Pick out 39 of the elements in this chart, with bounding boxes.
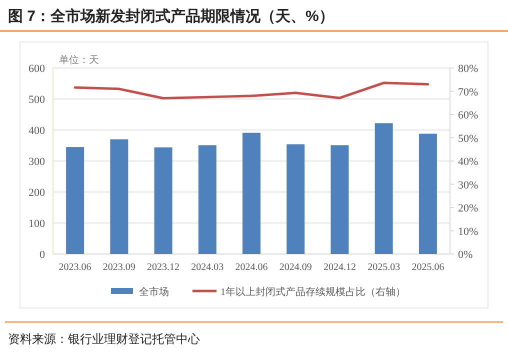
x-tick-label: 2023.09 <box>102 262 136 273</box>
legend-label: 1年以上封闭式产品存续规模占比（右轴） <box>220 286 406 298</box>
y2-tick-label: 60% <box>458 110 478 122</box>
bar <box>418 134 437 254</box>
y-tick-label: 500 <box>28 94 46 106</box>
y-tick-label: 200 <box>28 187 46 199</box>
y2-tick-label: 70% <box>458 86 478 98</box>
bar <box>110 139 128 254</box>
bar <box>286 144 305 254</box>
x-tick-label: 2024.06 <box>235 262 268 273</box>
bar <box>66 147 84 254</box>
text: 资料来源：银行业理财登记托管中心 <box>8 332 200 346</box>
bar <box>154 147 172 254</box>
y2-tick-label: 10% <box>458 226 478 238</box>
x-tick-label: 2023.06 <box>58 262 92 273</box>
y2-tick-label: 0% <box>458 249 473 261</box>
y-tick-label: 100 <box>28 218 46 230</box>
legend-label: 全市场 <box>139 286 169 298</box>
x-tick-label: 2025.03 <box>368 262 400 273</box>
bar <box>330 145 349 254</box>
y-tick-label: 400 <box>28 125 46 137</box>
x-tick-label: 2024.09 <box>279 262 312 273</box>
y2-tick-label: 40% <box>458 156 478 168</box>
text: 单位：天 <box>59 54 99 66</box>
x-tick-label: 2025.06 <box>412 262 444 273</box>
chart-title: 图 7：全市场新发封闭式产品期限情况（天、%） <box>8 7 334 25</box>
bar <box>198 145 216 254</box>
y2-tick-label: 50% <box>458 132 478 145</box>
y2-tick-label: 20% <box>458 202 478 214</box>
y-tick-label: 0 <box>40 249 46 261</box>
y2-tick-label: 80% <box>458 63 478 75</box>
x-tick-label: 2024.12 <box>323 262 356 273</box>
y-tick-label: 300 <box>28 156 46 168</box>
y-tick-label: 600 <box>28 63 46 75</box>
bar <box>242 132 260 254</box>
y2-tick-label: 30% <box>458 179 478 192</box>
x-tick-label: 2023.12 <box>147 262 180 273</box>
bar <box>374 123 393 254</box>
x-tick-label: 2024.03 <box>191 262 224 273</box>
